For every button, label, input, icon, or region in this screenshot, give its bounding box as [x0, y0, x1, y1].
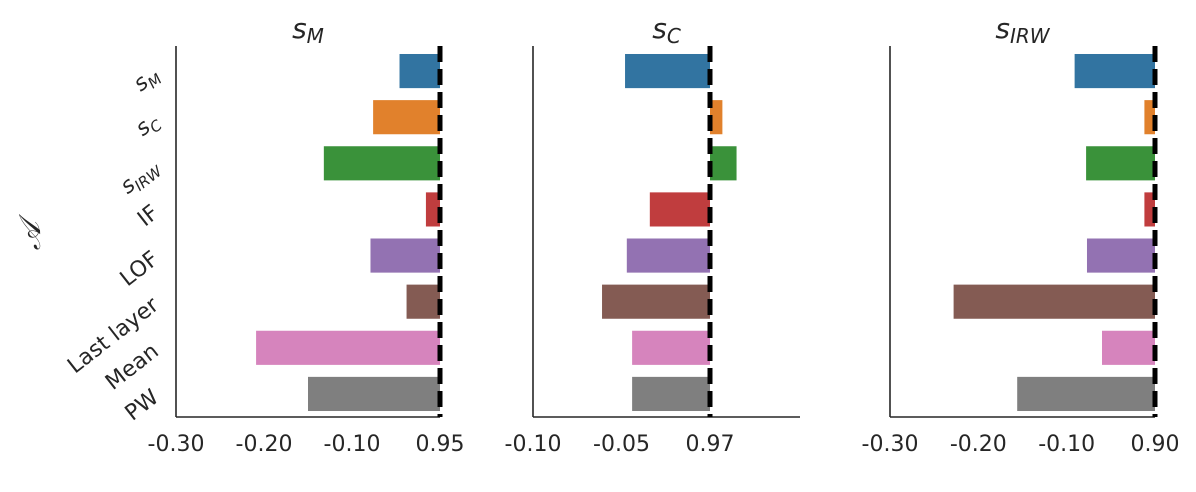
bar [1144, 192, 1155, 227]
y-axis-label: 𝒜 [13, 213, 48, 250]
category-label: IF [133, 200, 163, 231]
panel-title: sC [652, 12, 681, 48]
x-tick-label: 0.95 [416, 432, 465, 457]
x-tick-label: -0.10 [324, 432, 381, 457]
x-tick-label: -0.30 [862, 432, 919, 457]
bar [632, 330, 710, 365]
bar [1017, 376, 1155, 412]
bar [953, 284, 1155, 319]
x-tick-label: 0.97 [686, 432, 735, 457]
panel-2: -0.10 -0.05 0.97 sC [505, 12, 800, 457]
bar [625, 53, 710, 89]
category-label: sIRW [116, 154, 167, 202]
bar [710, 100, 723, 135]
bar [406, 284, 440, 319]
panel-1: -0.30 -0.20 -0.10 0.95 sM [148, 12, 465, 457]
x-tick-label: 0.90 [1131, 432, 1180, 457]
bar [626, 238, 710, 273]
bar [323, 146, 440, 181]
x-tick-label: -0.10 [1038, 432, 1095, 457]
category-label: PW [121, 385, 164, 426]
x-tick-label: -0.30 [148, 432, 205, 457]
bar [1086, 238, 1155, 273]
panel-3: -0.30 -0.20 -0.10 0.90 sIRW [862, 12, 1180, 457]
bar [632, 376, 710, 412]
bar [1144, 100, 1155, 135]
category-label: sM [129, 62, 166, 99]
panel-title: sIRW [995, 12, 1050, 48]
bar [602, 284, 710, 319]
bar [370, 238, 440, 273]
panel-title: sM [292, 12, 324, 48]
category-label: LOF [116, 247, 164, 292]
bar [425, 192, 440, 227]
bar [649, 192, 710, 227]
x-tick-label: -0.20 [236, 432, 293, 457]
x-tick-label: -0.20 [950, 432, 1007, 457]
bar [308, 376, 440, 412]
bar [1074, 53, 1155, 89]
bar [1086, 146, 1155, 181]
category-label: sC [131, 108, 166, 144]
bar [373, 100, 440, 135]
x-tick-label: -0.05 [593, 432, 650, 457]
bar [256, 330, 440, 365]
bar [710, 146, 737, 181]
bar [399, 53, 440, 89]
x-tick-label: -0.10 [505, 432, 562, 457]
bar [1102, 330, 1155, 365]
